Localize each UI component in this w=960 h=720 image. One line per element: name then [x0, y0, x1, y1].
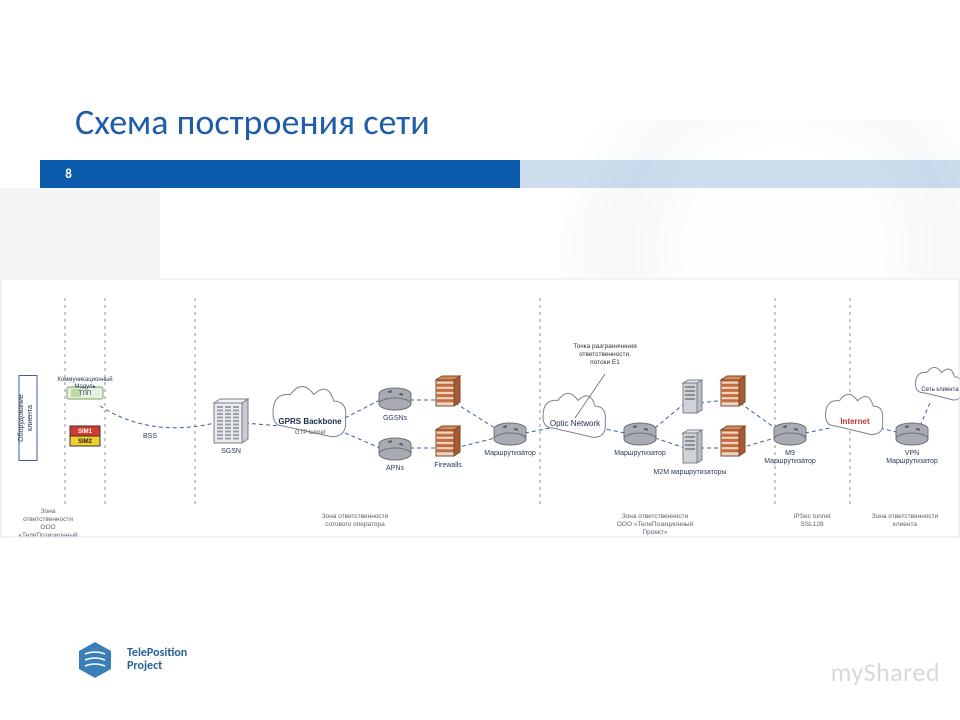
- svg-text:ТПП: ТПП: [79, 391, 91, 397]
- svg-text:сотового оператора: сотового оператора: [325, 521, 385, 528]
- svg-text:Оборудование: Оборудование: [17, 394, 25, 442]
- svg-text:Зона ответственности: Зона ответственности: [872, 513, 939, 520]
- svg-text:Зона ответственности: Зона ответственности: [322, 513, 389, 520]
- svg-text:GGSNs: GGSNs: [383, 415, 408, 422]
- svg-text:ООО: ООО: [40, 524, 55, 531]
- svg-text:VPN: VPN: [905, 450, 919, 457]
- title-underline-bar: [97, 160, 960, 188]
- page-number: 8: [40, 160, 97, 188]
- svg-text:SIM1: SIM1: [78, 429, 93, 435]
- svg-text:Маршрутизатор: Маршрутизатор: [614, 450, 666, 457]
- page-title: Схема построения сети: [75, 100, 430, 144]
- svg-text:Internet: Internet: [840, 417, 870, 426]
- decorative-panel-right: [560, 188, 960, 278]
- svg-text:Коммуникационный: Коммуникационный: [57, 376, 112, 383]
- svg-text:SIM2: SIM2: [78, 439, 93, 445]
- logo-text-line2: Project: [127, 660, 187, 673]
- svg-text:GTP tunnel: GTP tunnel: [295, 430, 325, 436]
- svg-text:ООО «ТелеПозиционный: ООО «ТелеПозиционный: [617, 520, 694, 528]
- svg-text:Firewalls: Firewalls: [434, 462, 462, 469]
- svg-text:SSL128: SSL128: [800, 521, 824, 528]
- svg-text:Маршрутизатор: Маршрутизатор: [764, 458, 816, 465]
- svg-text:Маршрутизатор: Маршрутизатор: [886, 458, 938, 465]
- svg-text:Сеть клиента: Сеть клиента: [921, 387, 959, 393]
- logo: TelePosition Project: [75, 640, 187, 680]
- svg-text:IPSec tunnel: IPSec tunnel: [794, 513, 831, 520]
- logo-hex-icon: [75, 640, 115, 680]
- svg-text:GPRS Backbone: GPRS Backbone: [278, 417, 342, 426]
- watermark-text: myShared: [831, 656, 940, 688]
- decorative-panel-left: [0, 188, 160, 278]
- svg-text:BSS: BSS: [143, 433, 157, 440]
- svg-text:ответственности,: ответственности,: [579, 351, 631, 358]
- svg-text:Точка разграничения: Точка разграничения: [573, 343, 637, 350]
- svg-text:Зона: Зона: [41, 508, 56, 515]
- svg-text:М9: М9: [785, 450, 795, 457]
- svg-text:Проект»: Проект»: [642, 529, 667, 536]
- svg-text:Маршрутизатор: Маршрутизатор: [484, 450, 536, 457]
- svg-text:SGSN: SGSN: [221, 448, 241, 455]
- svg-text:клиента: клиента: [27, 405, 34, 431]
- svg-text:APNs: APNs: [386, 465, 404, 472]
- network-diagram-svg: ЗонаответственностиООО«ТелеПозиционныйПр…: [0, 278, 960, 538]
- svg-text:Модуль: Модуль: [74, 384, 95, 390]
- svg-text:клиента: клиента: [893, 521, 917, 528]
- svg-text:потоки E1: потоки E1: [590, 359, 620, 366]
- network-diagram: ЗонаответственностиООО«ТелеПозиционныйПр…: [0, 278, 960, 538]
- svg-text:ответственности: ответственности: [23, 516, 73, 523]
- svg-text:Optic Network: Optic Network: [550, 419, 601, 428]
- svg-text:Зона ответственности: Зона ответственности: [622, 513, 689, 520]
- svg-text:M2M маршрутизаторы: M2M маршрутизаторы: [653, 469, 726, 476]
